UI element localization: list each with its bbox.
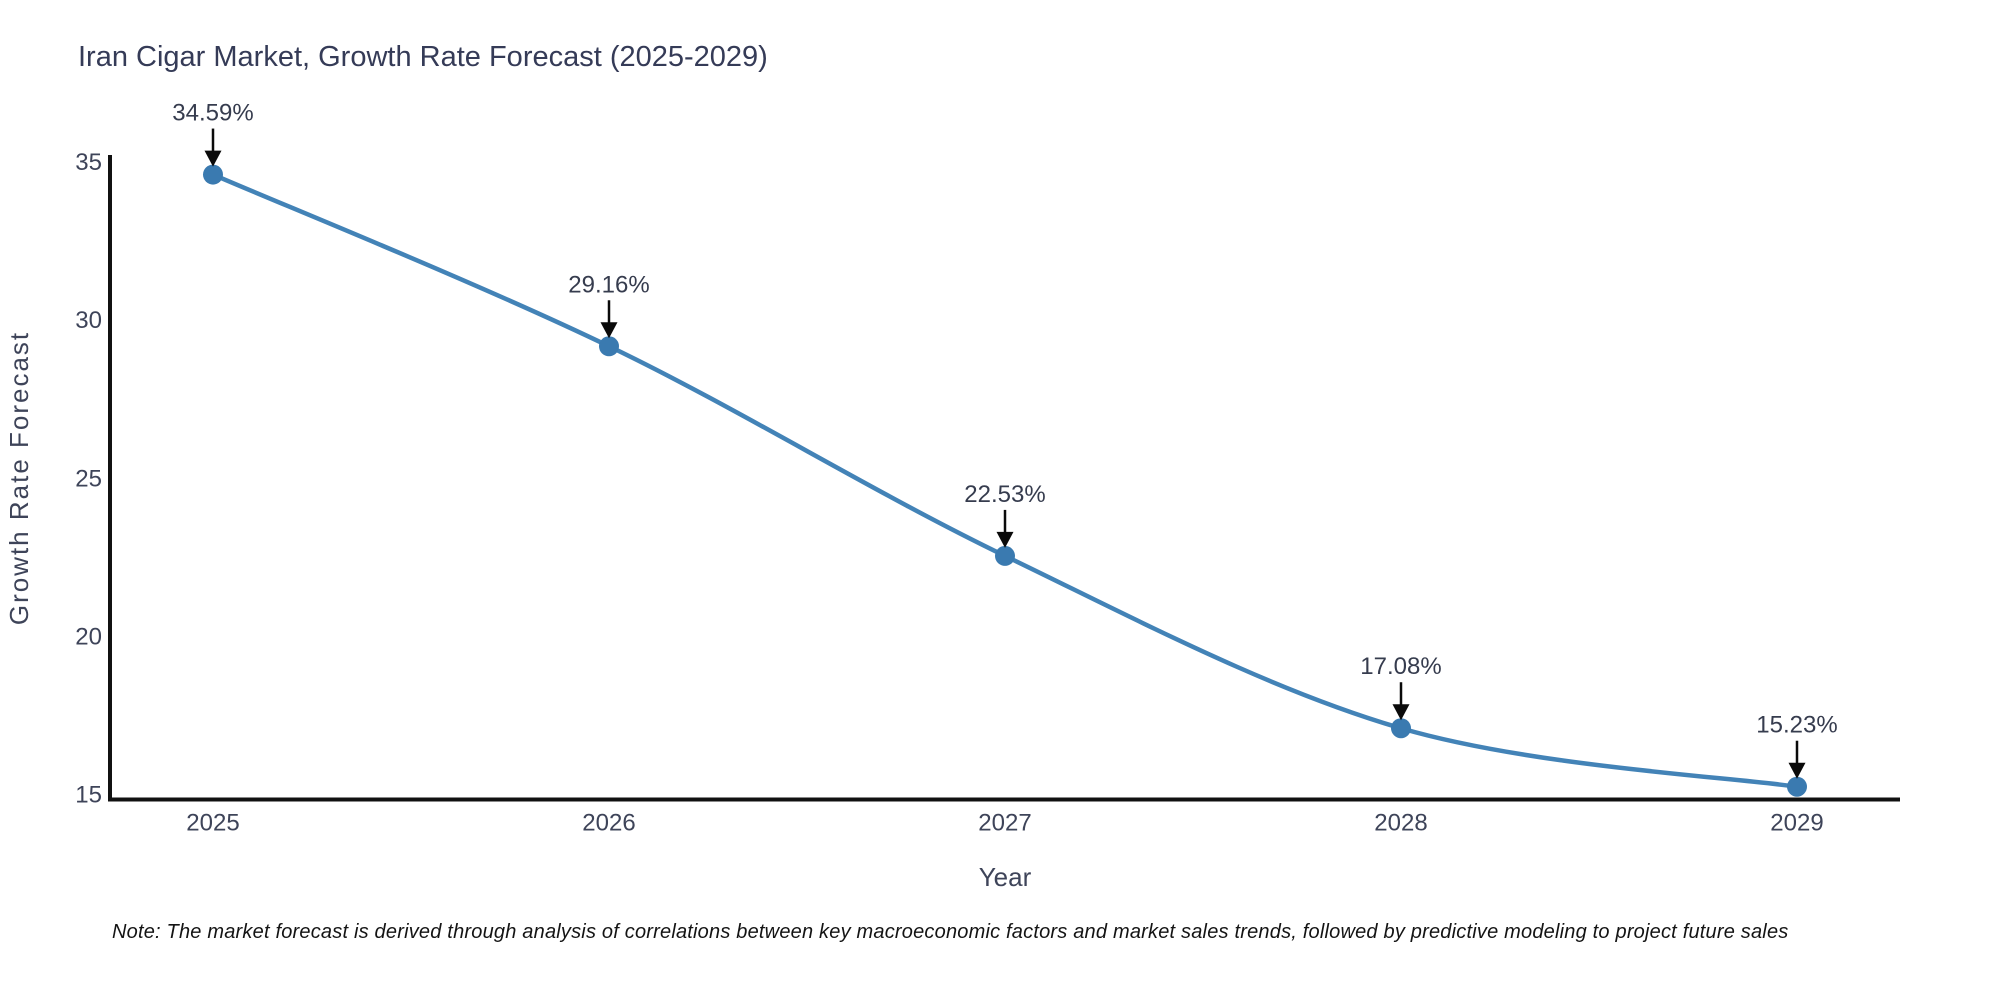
point-annotation: 15.23% (1756, 712, 1837, 739)
annotation-arrowhead (204, 150, 222, 167)
x-tick-label: 2028 (1374, 810, 1427, 837)
point-annotation: 29.16% (568, 271, 649, 298)
x-tick-label: 2027 (978, 810, 1031, 837)
y-tick-label: 20 (75, 623, 102, 650)
data-point-marker (1391, 718, 1411, 739)
y-tick-label: 25 (75, 465, 102, 492)
y-tick-label: 15 (75, 782, 102, 809)
data-point-marker (203, 164, 223, 185)
annotation-arrowhead (996, 531, 1014, 548)
chart-title: Iran Cigar Market, Growth Rate Forecast … (78, 41, 768, 73)
annotation-arrowhead (1392, 704, 1410, 721)
x-tick-label: 2029 (1770, 810, 1823, 837)
x-tick-label: 2026 (582, 810, 635, 837)
y-axis-title: Growth Rate Forecast (4, 331, 34, 625)
point-annotation: 17.08% (1360, 653, 1441, 680)
point-annotation: 22.53% (964, 481, 1045, 508)
point-annotation: 34.59% (172, 100, 253, 127)
x-axis-title: Year (979, 862, 1032, 892)
y-tick-label: 30 (75, 307, 102, 334)
x-tick-label: 2025 (186, 810, 239, 837)
data-point-marker (599, 336, 619, 357)
data-point-marker (995, 545, 1015, 566)
data-point-marker (1787, 776, 1807, 797)
y-tick-label: 35 (75, 149, 102, 176)
annotation-arrowhead (1788, 762, 1806, 779)
annotation-arrowhead (600, 322, 618, 339)
footnote: Note: The market forecast is derived thr… (112, 921, 1788, 943)
